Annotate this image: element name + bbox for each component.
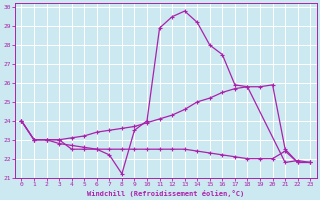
X-axis label: Windchill (Refroidissement éolien,°C): Windchill (Refroidissement éolien,°C) <box>87 190 244 197</box>
